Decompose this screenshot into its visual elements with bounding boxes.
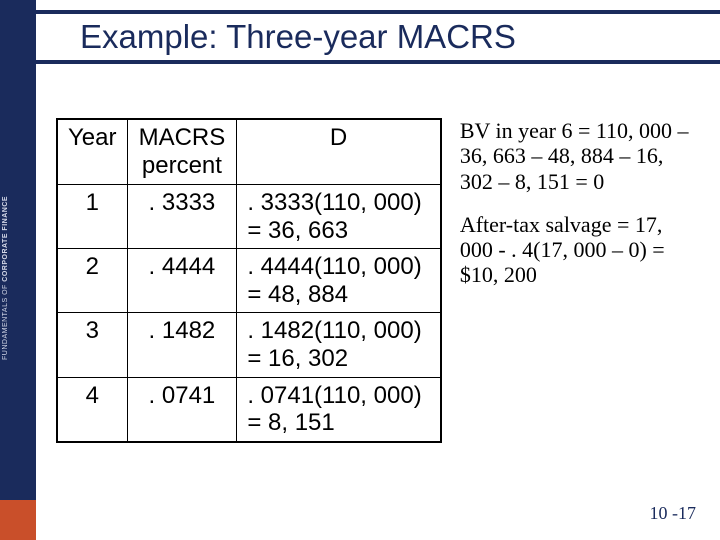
content-area: Year MACRS percent D 1 . 3333 . 3333(110… <box>56 118 696 443</box>
table-row: 3 . 1482 . 1482(110, 000) = 16, 302 <box>57 313 441 377</box>
title-bar: Example: Three-year MACRS <box>36 10 720 64</box>
cell-pct: . 4444 <box>127 249 237 313</box>
table-header-row: Year MACRS percent D <box>57 119 441 185</box>
cell-d: . 0741(110, 000) = 8, 151 <box>237 377 441 442</box>
note-salvage: After-tax salvage = 17, 000 - . 4(17, 00… <box>460 212 696 288</box>
cell-year: 3 <box>57 313 127 377</box>
cell-pct: . 0741 <box>127 377 237 442</box>
cell-year: 2 <box>57 249 127 313</box>
table-row: 4 . 0741 . 0741(110, 000) = 8, 151 <box>57 377 441 442</box>
cell-pct: . 1482 <box>127 313 237 377</box>
left-sidebar: FUNDAMENTALS OF CORPORATE FINANCE <box>0 0 36 540</box>
col-d: D <box>237 119 441 185</box>
cell-year: 4 <box>57 377 127 442</box>
table-row: 1 . 3333 . 3333(110, 000) = 36, 663 <box>57 185 441 249</box>
page-title: Example: Three-year MACRS <box>80 18 516 56</box>
cell-d: . 4444(110, 000) = 48, 884 <box>237 249 441 313</box>
cell-d: . 1482(110, 000) = 16, 302 <box>237 313 441 377</box>
col-year: Year <box>57 119 127 185</box>
side-notes: BV in year 6 = 110, 000 – 36, 663 – 48, … <box>460 118 696 443</box>
cell-pct: . 3333 <box>127 185 237 249</box>
cell-year: 1 <box>57 185 127 249</box>
macrs-table: Year MACRS percent D 1 . 3333 . 3333(110… <box>56 118 442 443</box>
spine-series: FUNDAMENTALS OF CORPORATE FINANCE <box>2 196 9 360</box>
cell-d: . 3333(110, 000) = 36, 663 <box>237 185 441 249</box>
table-row: 2 . 4444 . 4444(110, 000) = 48, 884 <box>57 249 441 313</box>
page-number: 10 -17 <box>650 503 697 524</box>
corner-accent <box>0 500 36 540</box>
note-bv: BV in year 6 = 110, 000 – 36, 663 – 48, … <box>460 118 696 194</box>
col-percent: MACRS percent <box>127 119 237 185</box>
